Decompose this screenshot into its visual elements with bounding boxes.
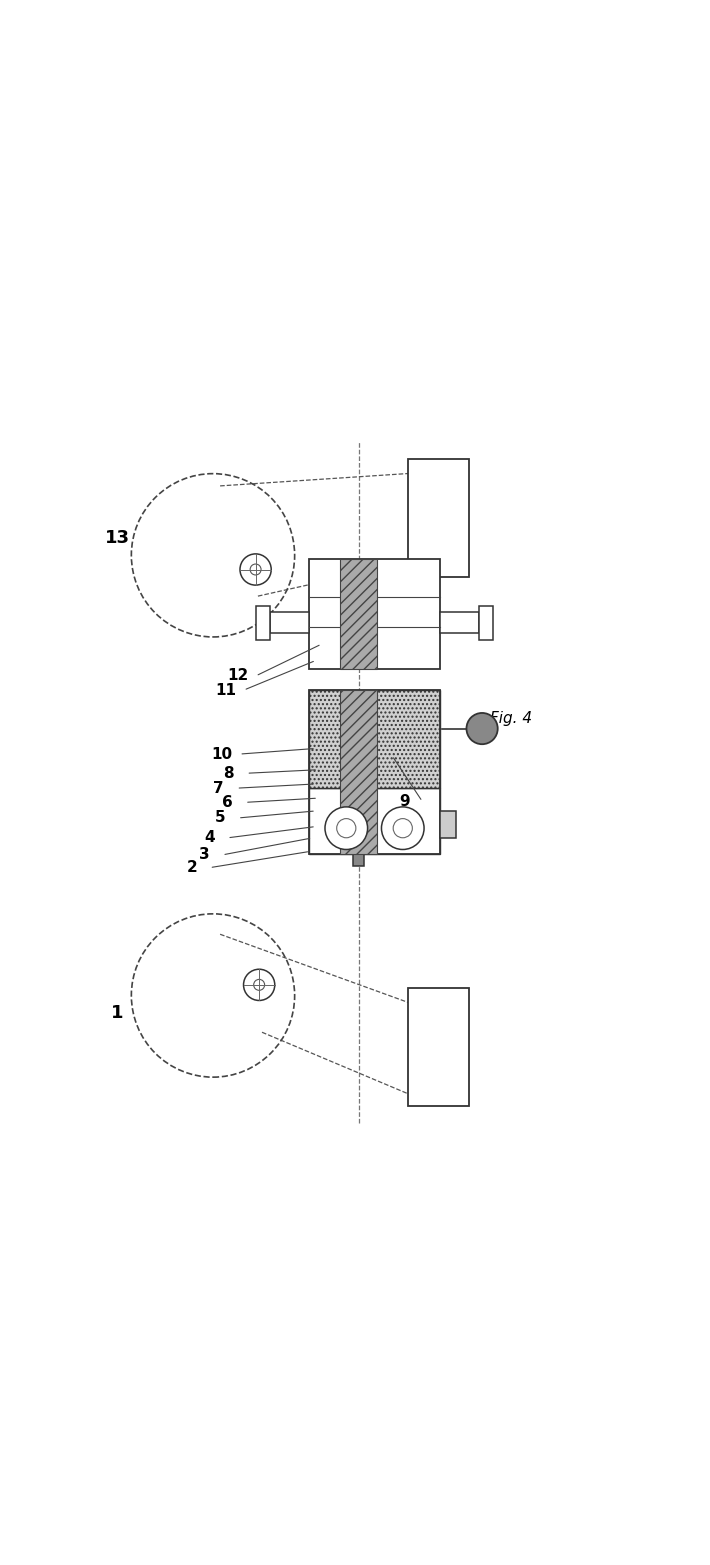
Circle shape [381,808,424,850]
Text: 10: 10 [211,747,232,762]
Circle shape [244,969,275,1000]
Bar [340,690,377,853]
Bar [309,690,440,853]
Bar [340,559,377,668]
Bar [256,606,270,640]
Bar [309,789,440,853]
Text: 11: 11 [215,682,236,698]
Text: 12: 12 [227,668,248,684]
Text: 2: 2 [186,861,197,875]
Text: 8: 8 [224,765,234,781]
Text: 4: 4 [204,831,214,845]
Bar [408,989,469,1105]
Text: 7: 7 [214,781,224,795]
Text: 9: 9 [400,793,410,809]
Bar [353,853,364,867]
Bar [309,559,440,668]
Text: Fig. 4: Fig. 4 [490,711,532,726]
Text: 5: 5 [215,811,225,825]
Text: 1: 1 [111,1005,124,1022]
Text: 13: 13 [104,529,130,546]
Bar [309,690,440,789]
Text: 6: 6 [222,795,233,809]
Circle shape [240,554,271,585]
Bar [440,811,456,837]
Circle shape [325,808,368,850]
Circle shape [466,714,498,745]
Text: 3: 3 [200,847,209,862]
Bar [270,612,309,634]
Bar [479,606,493,640]
Bar [440,612,479,634]
Bar [408,460,469,576]
